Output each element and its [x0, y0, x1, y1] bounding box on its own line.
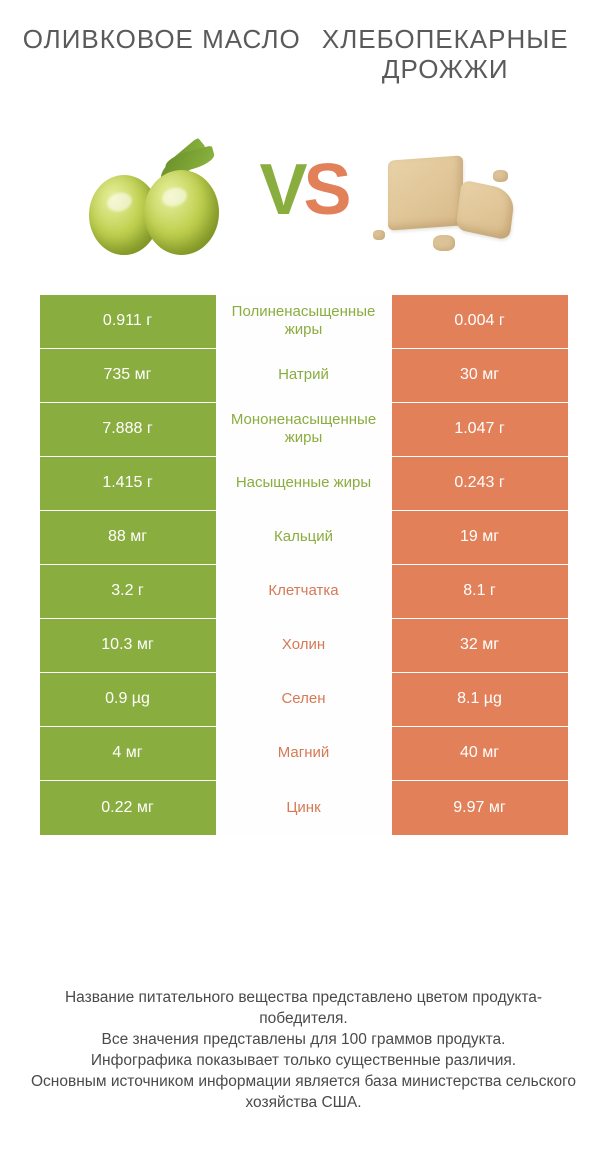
table-row: 10.3 мгХолин32 мг: [40, 619, 568, 673]
table-row: 0.22 мгЦинк9.97 мг: [40, 781, 568, 835]
value-right: 9.97 мг: [392, 781, 568, 835]
nutrient-label: Холин: [216, 619, 392, 672]
value-left: 3.2 г: [40, 565, 216, 618]
value-right: 0.243 г: [392, 457, 568, 510]
value-right: 40 мг: [392, 727, 568, 780]
nutrient-label: Натрий: [216, 349, 392, 402]
title-left: ОЛИВКОВОЕ МАСЛО: [20, 25, 304, 85]
nutrient-label: Кальций: [216, 511, 392, 564]
title-right: ХЛЕБОПЕКАРНЫЕ ДРОЖЖИ: [304, 25, 588, 85]
nutrient-label: Селен: [216, 673, 392, 726]
footer-line: Основным источником информации является …: [30, 1072, 577, 1114]
footer-line: Все значения представлены для 100 граммо…: [30, 1030, 577, 1051]
value-left: 10.3 мг: [40, 619, 216, 672]
value-right: 8.1 г: [392, 565, 568, 618]
yeast-illustration: [363, 125, 533, 255]
nutrient-label: Магний: [216, 727, 392, 780]
value-left: 4 мг: [40, 727, 216, 780]
hero-row: VS: [0, 95, 607, 295]
value-right: 0.004 г: [392, 295, 568, 348]
comparison-table: 0.911 гПолиненасыщенные жиры0.004 г735 м…: [40, 295, 568, 835]
table-row: 3.2 гКлетчатка8.1 г: [40, 565, 568, 619]
vs-v: V: [259, 150, 303, 230]
table-row: 0.9 µgСелен8.1 µg: [40, 673, 568, 727]
value-left: 7.888 г: [40, 403, 216, 456]
nutrient-label: Полиненасыщенные жиры: [216, 295, 392, 348]
value-right: 30 мг: [392, 349, 568, 402]
value-right: 1.047 г: [392, 403, 568, 456]
vs-s: S: [304, 150, 348, 230]
value-left: 0.911 г: [40, 295, 216, 348]
value-left: 88 мг: [40, 511, 216, 564]
footer-line: Название питательного вещества представл…: [30, 988, 577, 1030]
table-row: 735 мгНатрий30 мг: [40, 349, 568, 403]
titles-row: ОЛИВКОВОЕ МАСЛО ХЛЕБОПЕКАРНЫЕ ДРОЖЖИ: [0, 0, 607, 95]
table-row: 4 мгМагний40 мг: [40, 727, 568, 781]
nutrient-label: Мононенасыщенные жиры: [216, 403, 392, 456]
value-right: 32 мг: [392, 619, 568, 672]
nutrient-label: Насыщенные жиры: [216, 457, 392, 510]
value-left: 0.22 мг: [40, 781, 216, 835]
nutrient-label: Цинк: [216, 781, 392, 835]
footer-line: Инфографика показывает только существенн…: [30, 1051, 577, 1072]
nutrient-label: Клетчатка: [216, 565, 392, 618]
vs-label: VS: [259, 149, 347, 231]
value-left: 0.9 µg: [40, 673, 216, 726]
table-row: 1.415 гНасыщенные жиры0.243 г: [40, 457, 568, 511]
value-right: 8.1 µg: [392, 673, 568, 726]
footer-notes: Название питательного вещества представл…: [30, 988, 577, 1114]
value-right: 19 мг: [392, 511, 568, 564]
value-left: 1.415 г: [40, 457, 216, 510]
table-row: 7.888 гМононенасыщенные жиры1.047 г: [40, 403, 568, 457]
value-left: 735 мг: [40, 349, 216, 402]
table-row: 88 мгКальций19 мг: [40, 511, 568, 565]
olive-illustration: [74, 125, 244, 255]
table-row: 0.911 гПолиненасыщенные жиры0.004 г: [40, 295, 568, 349]
